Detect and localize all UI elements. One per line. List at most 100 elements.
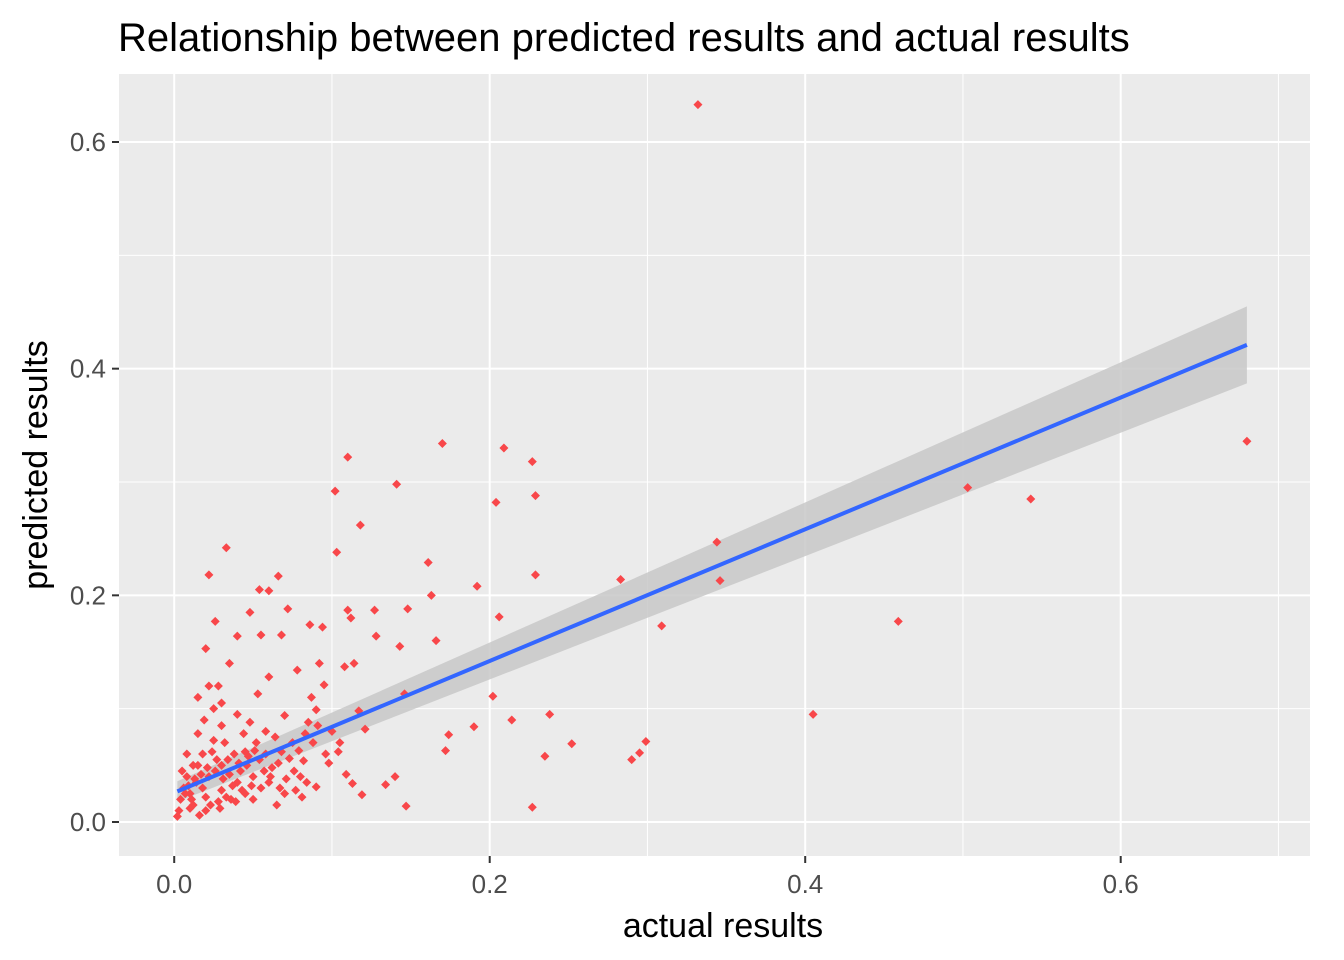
data-point <box>657 621 667 631</box>
data-point <box>343 605 353 615</box>
data-point <box>437 438 447 448</box>
data-point <box>527 457 537 467</box>
data-point <box>224 658 234 668</box>
data-point <box>370 605 380 615</box>
data-point <box>180 789 190 799</box>
data-point <box>294 746 304 756</box>
data-point <box>193 692 203 702</box>
data-point <box>207 747 217 757</box>
data-point <box>243 751 253 761</box>
data-point <box>205 800 215 810</box>
data-point <box>217 785 227 795</box>
data-point <box>254 585 264 595</box>
data-point <box>360 724 370 734</box>
data-point <box>221 543 231 553</box>
data-point <box>311 705 321 715</box>
data-point <box>395 641 405 651</box>
data-point <box>627 755 637 765</box>
data-point <box>248 794 258 804</box>
data-point <box>198 749 208 759</box>
data-point <box>333 747 343 757</box>
y-tick-label: 0.0 <box>70 807 106 837</box>
data-point <box>231 797 241 807</box>
data-point <box>261 726 271 736</box>
data-point <box>401 801 411 811</box>
data-point <box>201 792 211 802</box>
data-point <box>196 769 206 779</box>
data-point <box>237 785 247 795</box>
data-point <box>530 491 540 501</box>
data-point <box>545 709 555 719</box>
data-point <box>247 781 257 791</box>
data-point <box>317 622 327 632</box>
data-point <box>488 691 498 701</box>
data-point <box>313 721 323 731</box>
data-point <box>201 806 211 816</box>
data-point <box>472 581 482 591</box>
data-point <box>281 774 291 784</box>
data-point <box>172 811 182 821</box>
data-point <box>355 520 365 530</box>
data-point <box>494 612 504 622</box>
y-tick-label: 0.4 <box>70 354 106 384</box>
x-tick-label: 0.0 <box>156 869 192 899</box>
y-axis: 0.0 0.2 0.4 0.6 <box>70 127 119 837</box>
data-point <box>265 772 275 782</box>
data-point <box>330 486 340 496</box>
data-point <box>295 772 305 782</box>
data-point <box>712 537 722 547</box>
data-point <box>308 738 318 748</box>
data-point <box>273 758 283 768</box>
points-layer <box>172 100 1252 821</box>
data-point <box>245 607 255 617</box>
data-point <box>306 692 316 702</box>
x-tick-label: 0.6 <box>1103 869 1139 899</box>
data-point <box>390 772 400 782</box>
data-point <box>963 483 973 493</box>
y-axis-title: predicted results <box>17 340 55 589</box>
data-point <box>291 785 301 795</box>
data-point <box>264 672 274 682</box>
data-point <box>441 746 451 756</box>
data-point <box>232 631 242 641</box>
data-point <box>215 803 225 813</box>
data-point <box>209 735 219 745</box>
data-point <box>193 760 203 770</box>
data-point <box>210 616 220 626</box>
data-point <box>283 604 293 614</box>
chart-title: Relationship between predicted results a… <box>118 16 1130 60</box>
data-point <box>349 658 359 668</box>
data-point <box>199 715 209 725</box>
data-point <box>235 766 245 776</box>
data-point <box>305 620 315 630</box>
data-point <box>182 749 192 759</box>
data-point <box>469 722 479 732</box>
data-point <box>1242 436 1252 446</box>
data-point <box>324 758 334 768</box>
data-point <box>423 557 433 567</box>
data-point <box>641 737 651 747</box>
fit-line-layer <box>176 343 1248 794</box>
data-point <box>194 810 204 820</box>
data-point <box>311 782 321 792</box>
y-tick-label: 0.6 <box>70 127 106 157</box>
data-point <box>213 797 223 807</box>
data-point <box>275 783 285 793</box>
data-point <box>321 749 331 759</box>
data-point <box>392 479 402 489</box>
data-point <box>220 738 230 748</box>
data-point <box>343 452 353 462</box>
data-point <box>229 749 239 759</box>
data-point <box>185 803 195 813</box>
data-point <box>530 570 540 580</box>
data-point <box>289 766 299 776</box>
data-point <box>218 774 228 784</box>
data-point <box>251 738 261 748</box>
data-point <box>256 630 266 640</box>
x-axis: 0.0 0.2 0.4 0.6 <box>156 856 1139 899</box>
fit-line <box>176 343 1248 794</box>
data-point <box>213 681 223 691</box>
data-point <box>273 571 283 581</box>
